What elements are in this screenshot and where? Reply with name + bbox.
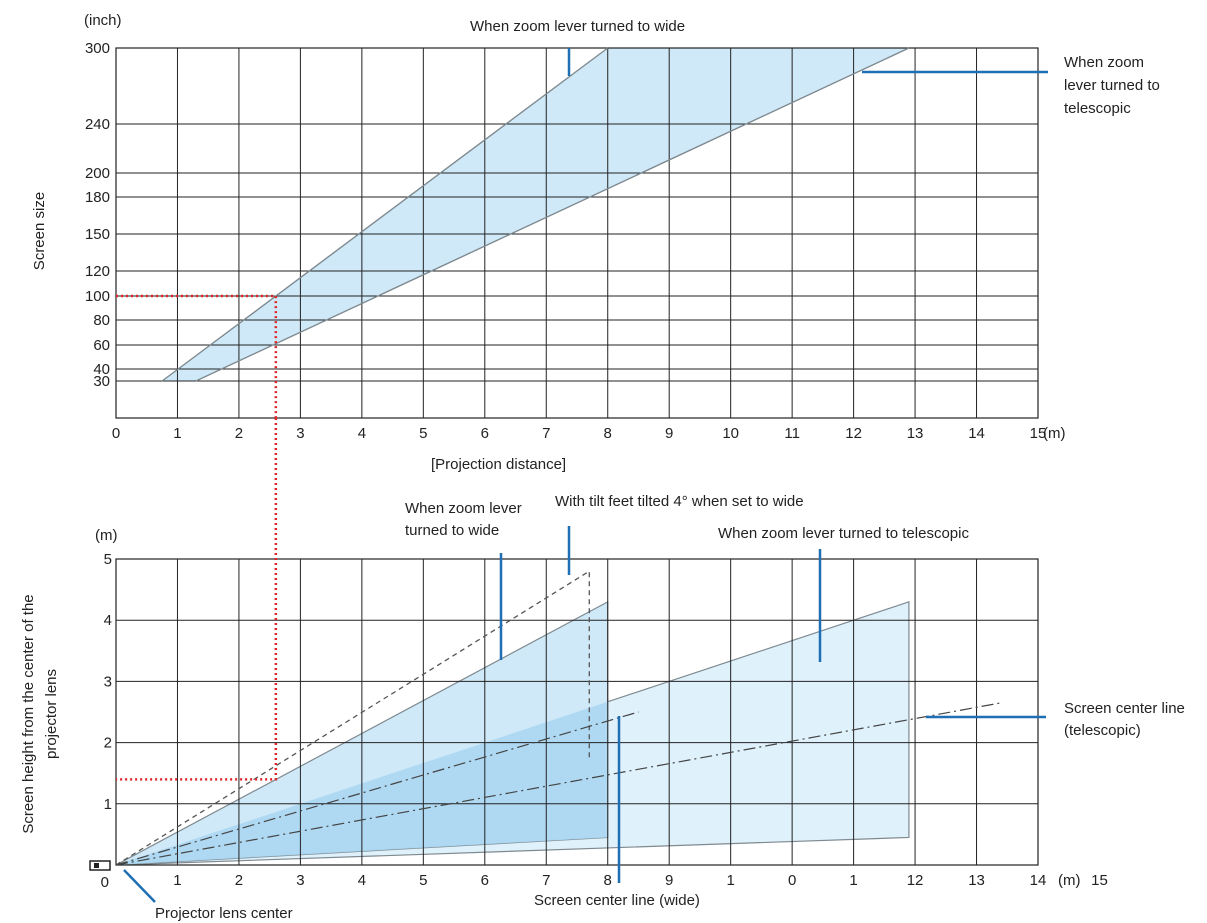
- x-unit-label: (m): [1058, 872, 1081, 889]
- y-tick-label: 200: [85, 165, 110, 182]
- annotation-telescopic: When zoom lever turned to telescopic: [718, 525, 969, 542]
- x-tick-label: 0: [112, 425, 120, 442]
- x-tick-label: 4: [358, 425, 366, 442]
- y-unit-label: (m): [95, 527, 118, 544]
- x-tick-label: 3: [296, 872, 304, 889]
- y-tick-label: 3: [104, 673, 112, 690]
- annotation-telescopic: telescopic: [1064, 100, 1131, 117]
- x-tick-label: 11: [784, 425, 800, 442]
- y-tick-label: 30: [93, 373, 110, 390]
- x-tick-label: 1: [726, 872, 734, 889]
- x-tick-label: 1: [173, 872, 181, 889]
- example-guide-line: [116, 294, 278, 418]
- y-tick-label: 0: [101, 874, 109, 891]
- x-tick-label: 1: [849, 872, 857, 889]
- series-line-center-wide: [115, 711, 639, 866]
- x-axis-label: [Projection distance]: [431, 456, 566, 473]
- y-tick-label: 40: [93, 361, 110, 378]
- annotation-wide: When zoom lever turned to wide: [470, 18, 685, 35]
- x-tick-label: 9: [665, 425, 673, 442]
- x-tick-label: 6: [481, 425, 489, 442]
- y-axis-label-line: projector lens: [43, 669, 60, 759]
- y-tick-label: 1: [104, 796, 112, 813]
- x-tick-label: 7: [542, 425, 550, 442]
- x-tick-label: 2: [235, 425, 243, 442]
- y-axis-label: Screen height from the center of the proj…: [20, 594, 60, 833]
- y-axis-label-line: Screen height from the center of the: [20, 594, 37, 833]
- x-tick-label: 6: [481, 872, 489, 889]
- x-tick-label: 15: [1030, 425, 1047, 442]
- projector-lens-icon-part: [94, 863, 99, 868]
- y-tick-label: 2: [104, 735, 112, 752]
- series-line-wide: [161, 47, 609, 382]
- projector-lens-icon: [89, 860, 111, 871]
- x-tick-label: 12: [907, 872, 924, 889]
- x-tick-label: 4: [358, 872, 366, 889]
- annotation-tilt: With tilt feet tilted 4° when set to wid…: [555, 493, 804, 510]
- x-unit-label: (m): [1043, 425, 1066, 442]
- top-chart: 0 1 2 3 4 5 6 7 8 9 10 11 12 13 14 15304060801001201501…: [31, 12, 1160, 473]
- x-tick-label: 0: [788, 872, 796, 889]
- x-tick-label: 12: [845, 425, 862, 442]
- x-tick-label: 14: [968, 425, 985, 442]
- x-tick-label: 13: [968, 872, 985, 889]
- y-tick-label: 150: [85, 226, 110, 243]
- annotation-center-wide: Screen center line (wide): [534, 892, 700, 909]
- y-axis-label: Screen size: [31, 192, 48, 270]
- y-tick-label: 100: [85, 288, 110, 305]
- y-tick-label: 60: [93, 337, 110, 354]
- annotation-telescopic: lever turned to: [1064, 77, 1160, 94]
- x-tick-label: 5: [419, 425, 427, 442]
- y-tick-label: 240: [85, 116, 110, 133]
- annotation-wide: When zoom lever: [405, 500, 522, 517]
- y-tick-label: 5: [104, 551, 112, 568]
- y-tick-label: 300: [85, 40, 110, 57]
- bottom-frame: [115, 558, 1039, 866]
- x-tick-label: 10: [722, 425, 739, 442]
- callout-lens: [123, 869, 156, 903]
- x-tick-label: 8: [604, 872, 612, 889]
- y-tick-label: 180: [85, 189, 110, 206]
- area-zoom-range: [162, 48, 909, 381]
- x-tick-label: 2: [235, 872, 243, 889]
- y-unit-label: (inch): [84, 12, 122, 29]
- annotation-wide: turned to wide: [405, 522, 499, 539]
- series-line-telescopic: [195, 47, 910, 382]
- x-tick-label: 5: [419, 872, 427, 889]
- example-guide-line: [116, 418, 278, 781]
- x-tick-label: 7: [542, 872, 550, 889]
- x-tick-label: 14: [1030, 872, 1047, 889]
- x-tick-label: 3: [296, 425, 304, 442]
- top-frame: [115, 47, 1039, 419]
- y-tick-label: 4: [104, 612, 112, 629]
- y-tick-label: 120: [85, 263, 110, 280]
- annotation-telescopic: When zoom: [1064, 54, 1144, 71]
- annotation-center-telescopic: Screen center line: [1064, 700, 1185, 717]
- x-tick-label: 8: [604, 425, 612, 442]
- y-tick-label: 80: [93, 312, 110, 329]
- x-tick-label: 9: [665, 872, 673, 889]
- series-line-center-telescopic: [115, 702, 1002, 866]
- annotation-lens: Projector lens center: [155, 905, 293, 922]
- annotation-center-telescopic: (telescopic): [1064, 722, 1141, 739]
- x-tick-label: 15: [1091, 872, 1108, 889]
- x-tick-label: 1: [173, 425, 181, 442]
- x-tick-label: 13: [907, 425, 924, 442]
